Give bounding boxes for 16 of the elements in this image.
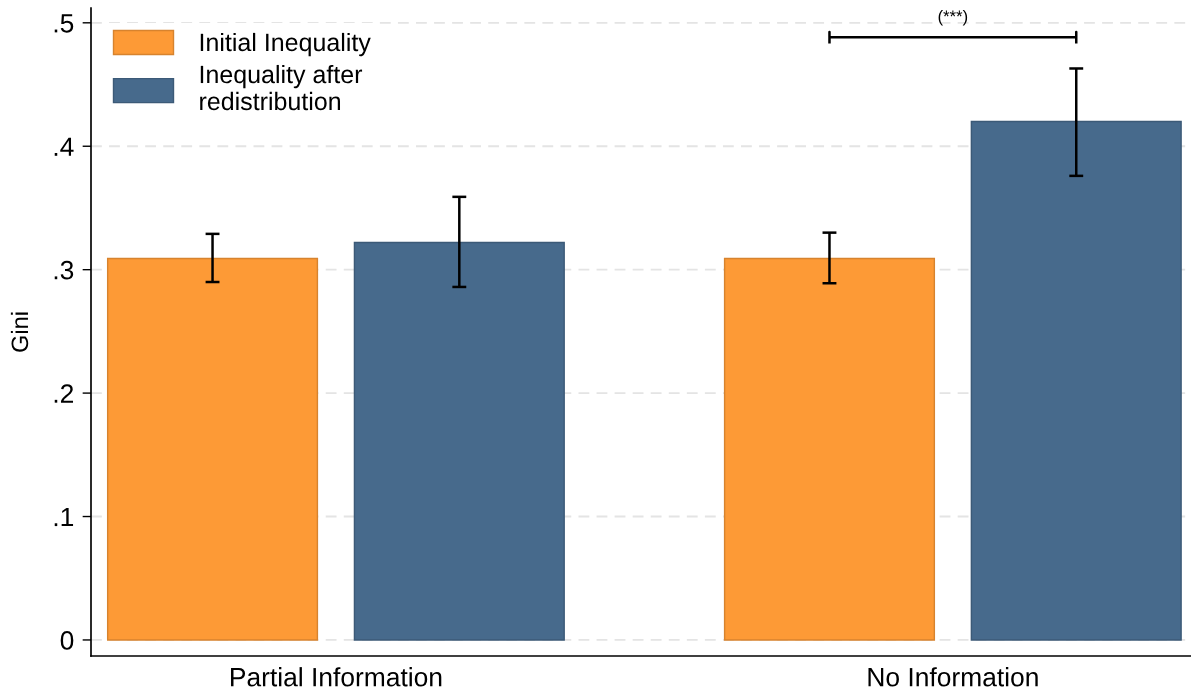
bar (106, 257, 319, 641)
y-tick-label: .3 (54, 260, 74, 280)
y-axis-title: Gini (10, 312, 29, 352)
x-tick-label: Partial Information (231, 667, 442, 687)
legend-label: Initial Inequality (200, 32, 371, 57)
bar (970, 120, 1182, 641)
y-tick-label: .4 (54, 137, 74, 156)
y-tick-label: .1 (54, 507, 74, 527)
legend-label: Inequality after redistribution (200, 64, 363, 111)
y-tick-label: .2 (54, 384, 74, 403)
y-tick-label: 0 (60, 631, 74, 650)
bar (353, 241, 565, 641)
x-tick-label: No Information (868, 667, 1038, 687)
annotation: (***) (938, 9, 968, 26)
y-tick-label: .5 (54, 14, 74, 33)
bar (723, 257, 936, 641)
